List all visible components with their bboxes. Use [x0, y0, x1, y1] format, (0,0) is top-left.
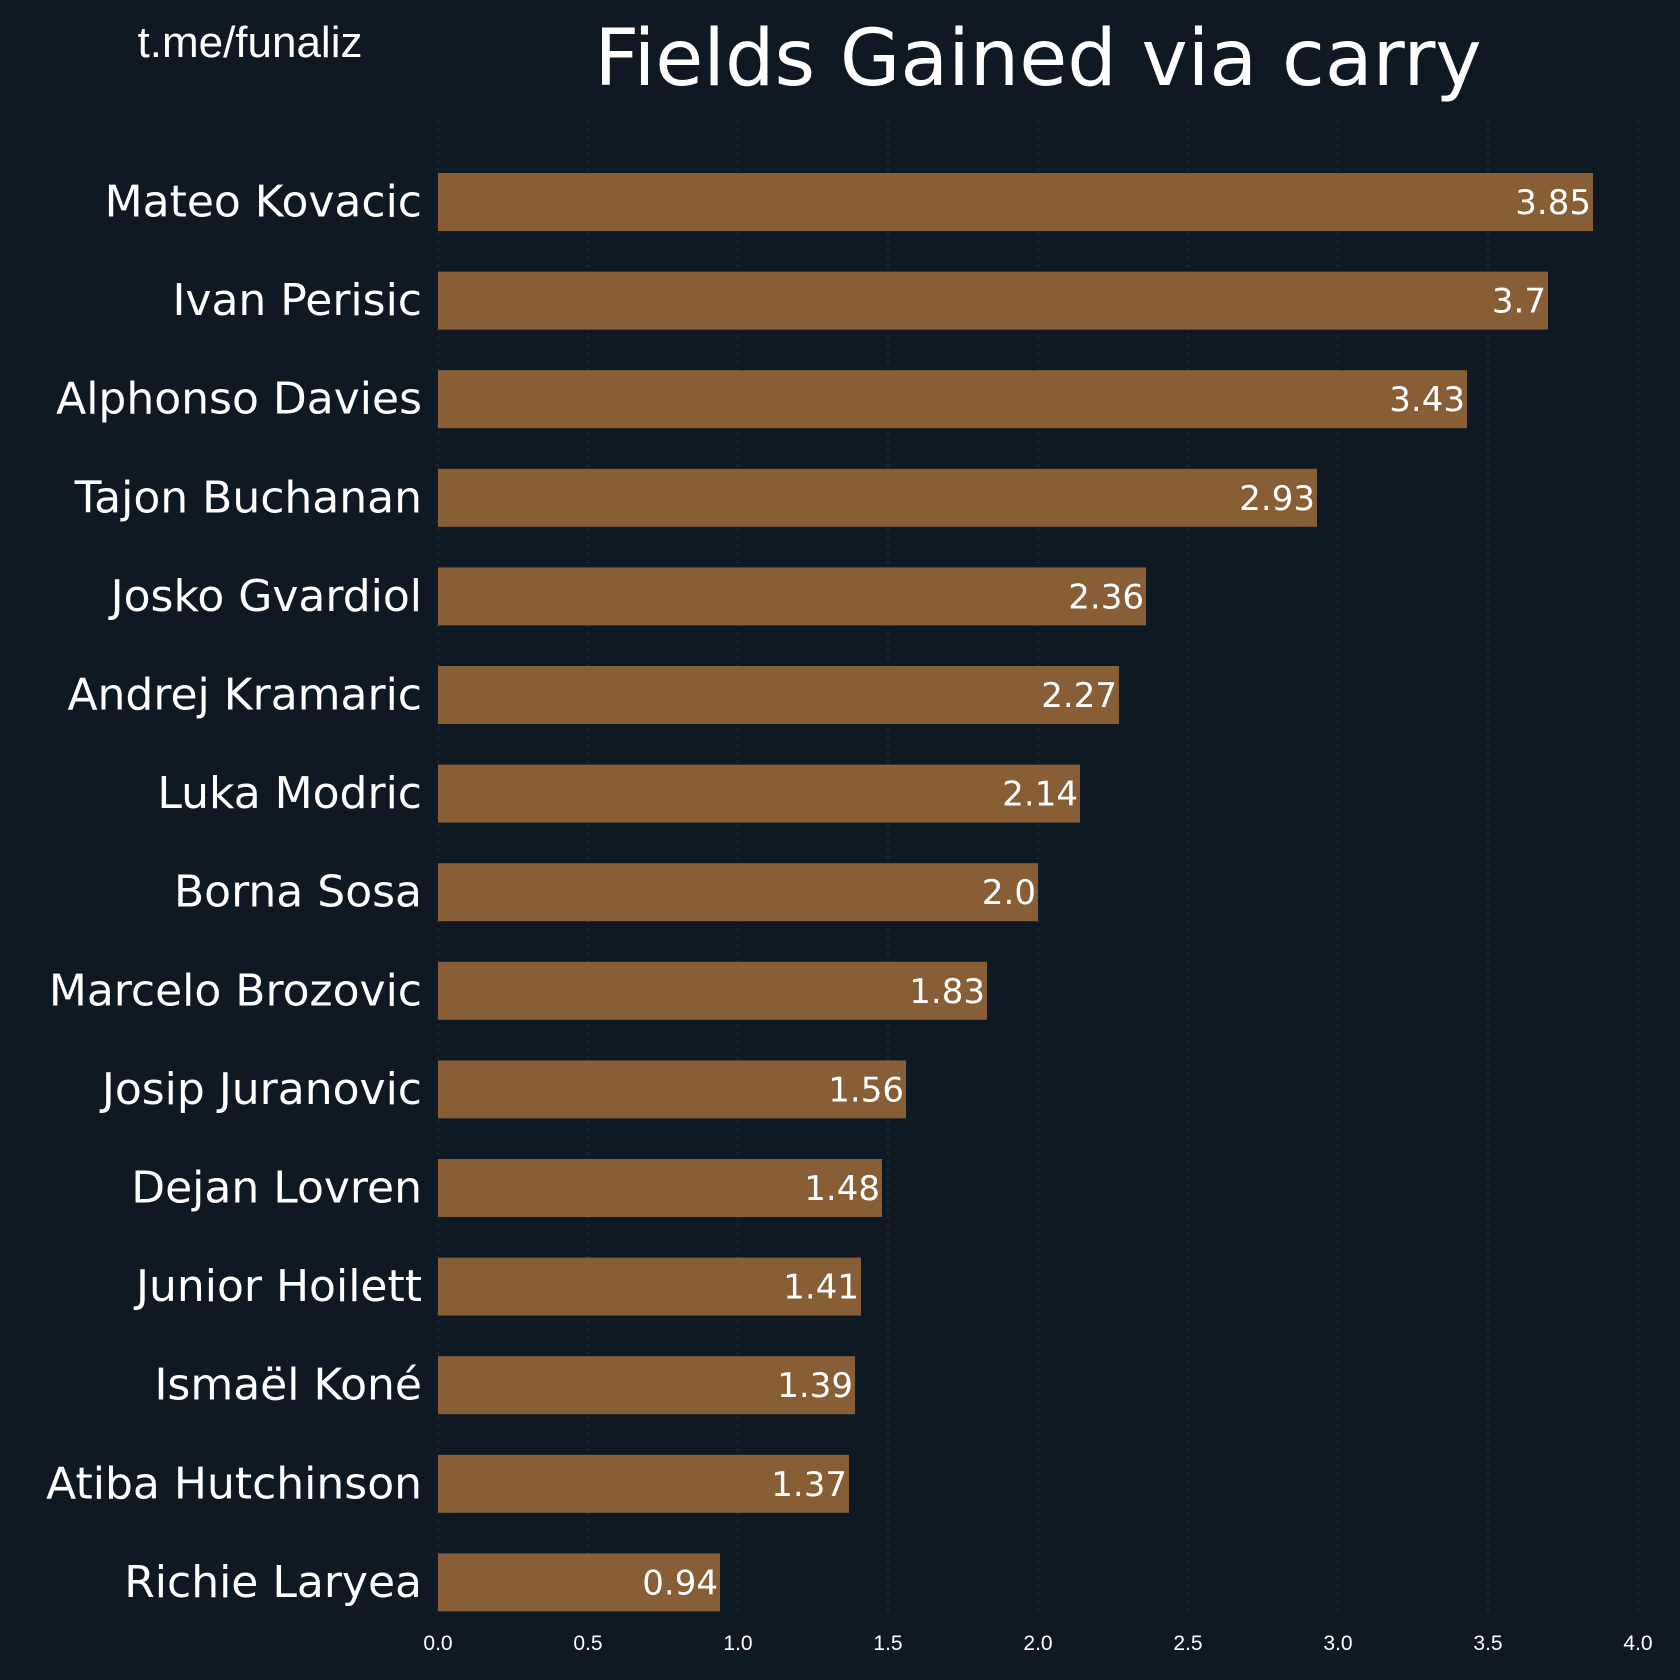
- x-tick-label: 4.0: [1623, 1632, 1652, 1655]
- bar: [438, 863, 1038, 922]
- bar: [438, 173, 1593, 231]
- category-label: Atiba Hutchinson: [46, 1458, 422, 1509]
- value-label: 0.94: [642, 1563, 718, 1603]
- bar: [438, 271, 1548, 330]
- bar: [438, 468, 1317, 527]
- value-label: 1.83: [909, 972, 985, 1012]
- bar: [438, 1356, 855, 1415]
- value-label: 1.48: [804, 1169, 880, 1209]
- x-tick-label: 0.5: [573, 1632, 602, 1655]
- x-tick-label: 2.0: [1023, 1632, 1052, 1655]
- value-label: 1.39: [777, 1366, 853, 1406]
- value-label: 1.56: [828, 1070, 904, 1110]
- category-labels: Mateo Kovacic Ivan Perisic Alphonso Davies…: [46, 177, 422, 1608]
- value-label: 3.7: [1492, 282, 1546, 322]
- category-label: Richie Laryea: [124, 1557, 422, 1608]
- category-label: Josip Juranovic: [99, 1064, 422, 1115]
- category-label: Luka Modric: [157, 768, 422, 819]
- category-label: Junior Hoilett: [133, 1261, 422, 1312]
- category-label: Dejan Lovren: [131, 1163, 422, 1214]
- value-label: 2.27: [1041, 676, 1117, 716]
- category-label: Alphonso Davies: [56, 374, 422, 425]
- value-label: 2.0: [982, 873, 1036, 913]
- value-labels: 3.85 3.7 3.43 2.93 2.36 2.27 2.14 2.0 1.83 1.56 1.…: [642, 183, 1591, 1603]
- x-axis-ticks: 0.0 0.5 1.0 1.5 2.0 2.5 3.0 3.5 4.0: [423, 1632, 1652, 1655]
- x-tick-label: 1.5: [873, 1632, 902, 1655]
- bar: [438, 567, 1146, 626]
- x-tick-label: 3.0: [1323, 1632, 1352, 1655]
- bar: [438, 764, 1080, 823]
- value-label: 1.41: [783, 1268, 859, 1308]
- x-tick-label: 3.5: [1473, 1632, 1502, 1655]
- value-label: 3.43: [1389, 380, 1465, 420]
- x-tick-label: 1.0: [723, 1632, 752, 1655]
- value-label: 3.85: [1515, 183, 1591, 223]
- bar: [438, 1454, 849, 1513]
- bar: [438, 666, 1119, 724]
- bar: [438, 961, 987, 1020]
- value-label: 2.14: [1002, 775, 1078, 815]
- bar: [438, 1159, 882, 1217]
- bar: [438, 370, 1467, 429]
- value-label: 1.37: [771, 1465, 847, 1505]
- category-label: Ismaël Koné: [154, 1360, 422, 1411]
- category-label: Borna Sosa: [174, 867, 422, 918]
- x-tick-label: 2.5: [1173, 1632, 1202, 1655]
- category-label: Tajon Buchanan: [74, 472, 422, 523]
- chart-title: Fields Gained via carry: [594, 14, 1482, 104]
- category-label: Josko Gvardiol: [108, 571, 422, 622]
- bar: [438, 1257, 861, 1316]
- category-label: Marcelo Brozovic: [49, 965, 422, 1016]
- x-tick-label: 0.0: [423, 1632, 452, 1655]
- bar: [438, 1553, 720, 1612]
- source-handle: t.me/funaliz: [137, 18, 363, 67]
- category-label: Ivan Perisic: [172, 275, 422, 326]
- bar: [438, 1060, 906, 1119]
- value-label: 2.93: [1239, 479, 1315, 519]
- category-label: Mateo Kovacic: [105, 177, 422, 228]
- value-label: 2.36: [1068, 577, 1144, 617]
- bars-layer: [438, 173, 1593, 1612]
- category-label: Andrej Kramaric: [67, 670, 422, 721]
